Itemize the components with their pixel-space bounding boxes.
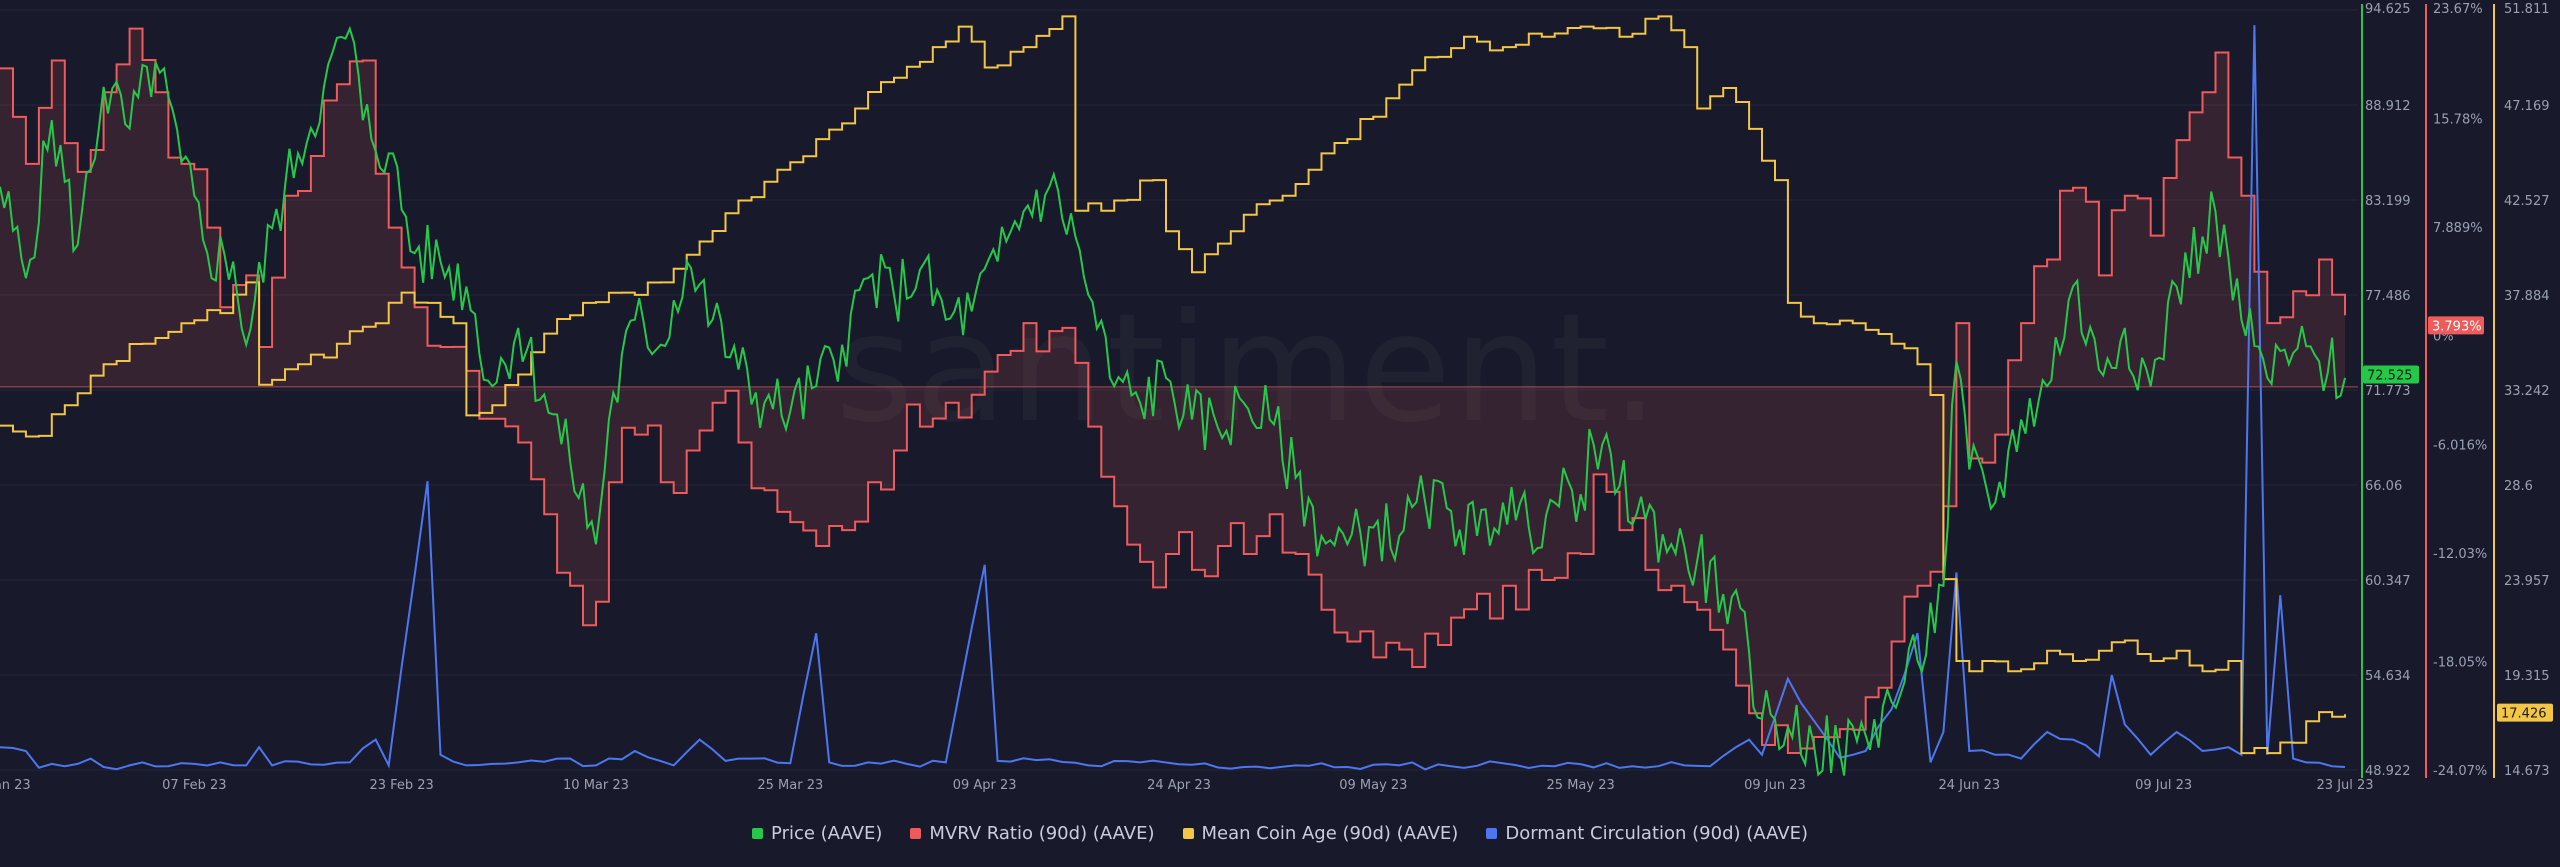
y-tick-label: 28.6 <box>2504 479 2533 494</box>
y-tick-label: 88.912 <box>2365 99 2411 114</box>
x-tick-label: 09 Jun 23 <box>1744 778 1806 793</box>
legend-label-mvrv: MVRV Ratio (90d) (AAVE) <box>929 822 1155 844</box>
y-tick-label: 48.922 <box>2365 764 2411 779</box>
legend-swatch-mvrv <box>910 827 922 839</box>
price-line <box>0 25 2346 777</box>
legend-swatch-price <box>752 827 764 839</box>
legend-swatch-dormant-circulation <box>1486 827 1498 839</box>
x-tick-label: 24 Apr 23 <box>1147 778 1211 793</box>
y-tick-label: 54.634 <box>2365 669 2411 684</box>
mvrv-value-badge: 3.793% <box>2432 319 2482 334</box>
legend-swatch-mean-coin-age <box>1182 827 1194 839</box>
price-value-badge-bg <box>2363 365 2419 384</box>
series-lines <box>0 15 2346 777</box>
y-tick-label: 71.773 <box>2365 384 2411 399</box>
mvrv-line <box>0 27 2346 754</box>
y-tick-label: 15.78% <box>2433 113 2483 128</box>
y-tick-label: 14.673 <box>2504 764 2550 779</box>
x-tick-label: 10 Mar 23 <box>563 778 629 793</box>
legend-label-mean-coin-age: Mean Coin Age (90d) (AAVE) <box>1201 822 1459 844</box>
y-tick-label: 51.811 <box>2504 2 2550 17</box>
x-tick-label: 09 Jul 23 <box>2135 778 2192 793</box>
y-tick-label: 23.957 <box>2504 574 2550 589</box>
x-tick-label: 23 Jul 23 <box>2317 778 2374 793</box>
dormant-circulation-line <box>0 25 2346 771</box>
y-tick-label: -6.016% <box>2433 438 2487 453</box>
legend-item-dormant-circulation[interactable]: Dormant Circulation (90d) (AAVE) <box>1486 823 1808 844</box>
legend-item-mean-coin-age[interactable]: Mean Coin Age (90d) (AAVE) <box>1182 822 1459 844</box>
y-tick-label: 94.625 <box>2365 2 2411 17</box>
y-tick-label: 60.347 <box>2365 574 2411 589</box>
y-tick-label: 37.884 <box>2504 289 2550 304</box>
y-tick-label: -12.03% <box>2433 547 2487 562</box>
y-tick-label: 42.527 <box>2504 194 2550 209</box>
axes: 23 Jan 23 07 Feb 23 23 Feb 23 10 Mar 23 25 M… <box>0 2 2553 793</box>
x-tick-label: 23 Feb 23 <box>369 778 433 793</box>
x-tick-label: 24 Jun 23 <box>1938 778 2000 793</box>
x-tick-label: 23 Jan 23 <box>0 778 31 793</box>
chart-legend: Price (AAVE) MVRV Ratio (90d) (AAVE) Mea… <box>0 818 2560 848</box>
x-tick-label: 07 Feb 23 <box>162 778 226 793</box>
mvrv-value-badge-bg <box>2428 316 2484 335</box>
price-value-badge: 72.525 <box>2367 369 2413 384</box>
y-tick-label: -24.07% <box>2433 764 2487 779</box>
mean-coin-age-value-badge-bg <box>2497 703 2553 722</box>
y-tick-label: 77.486 <box>2365 289 2411 304</box>
x-tick-label: 25 Mar 23 <box>757 778 823 793</box>
mean-coin-age-value-badge: 17.426 <box>2501 707 2547 722</box>
x-tick-label: 09 Apr 23 <box>953 778 1017 793</box>
legend-label-price: Price (AAVE) <box>771 822 883 844</box>
x-tick-label: 25 May 23 <box>1547 778 1615 793</box>
y-tick-label: 19.315 <box>2504 669 2550 684</box>
y-tick-label: 83.199 <box>2365 194 2411 209</box>
chart-grid <box>0 9 2358 771</box>
legend-label-dormant-circulation: Dormant Circulation (90d) (AAVE) <box>1505 822 1808 844</box>
x-tick-label: 09 May 23 <box>1339 778 1407 793</box>
y-tick-label: 7.889% <box>2433 221 2483 236</box>
y-tick-label: 33.242 <box>2504 384 2550 399</box>
y-tick-label: 23.67% <box>2433 2 2483 17</box>
y-tick-label: 66.06 <box>2365 479 2402 494</box>
legend-item-price[interactable]: Price (AAVE) <box>752 823 882 844</box>
y-tick-label: -18.05% <box>2433 655 2487 670</box>
y-tick-label: 47.169 <box>2504 99 2550 114</box>
mean-coin-age-line <box>0 15 2346 755</box>
legend-item-mvrv[interactable]: MVRV Ratio (90d) (AAVE) <box>910 822 1155 844</box>
